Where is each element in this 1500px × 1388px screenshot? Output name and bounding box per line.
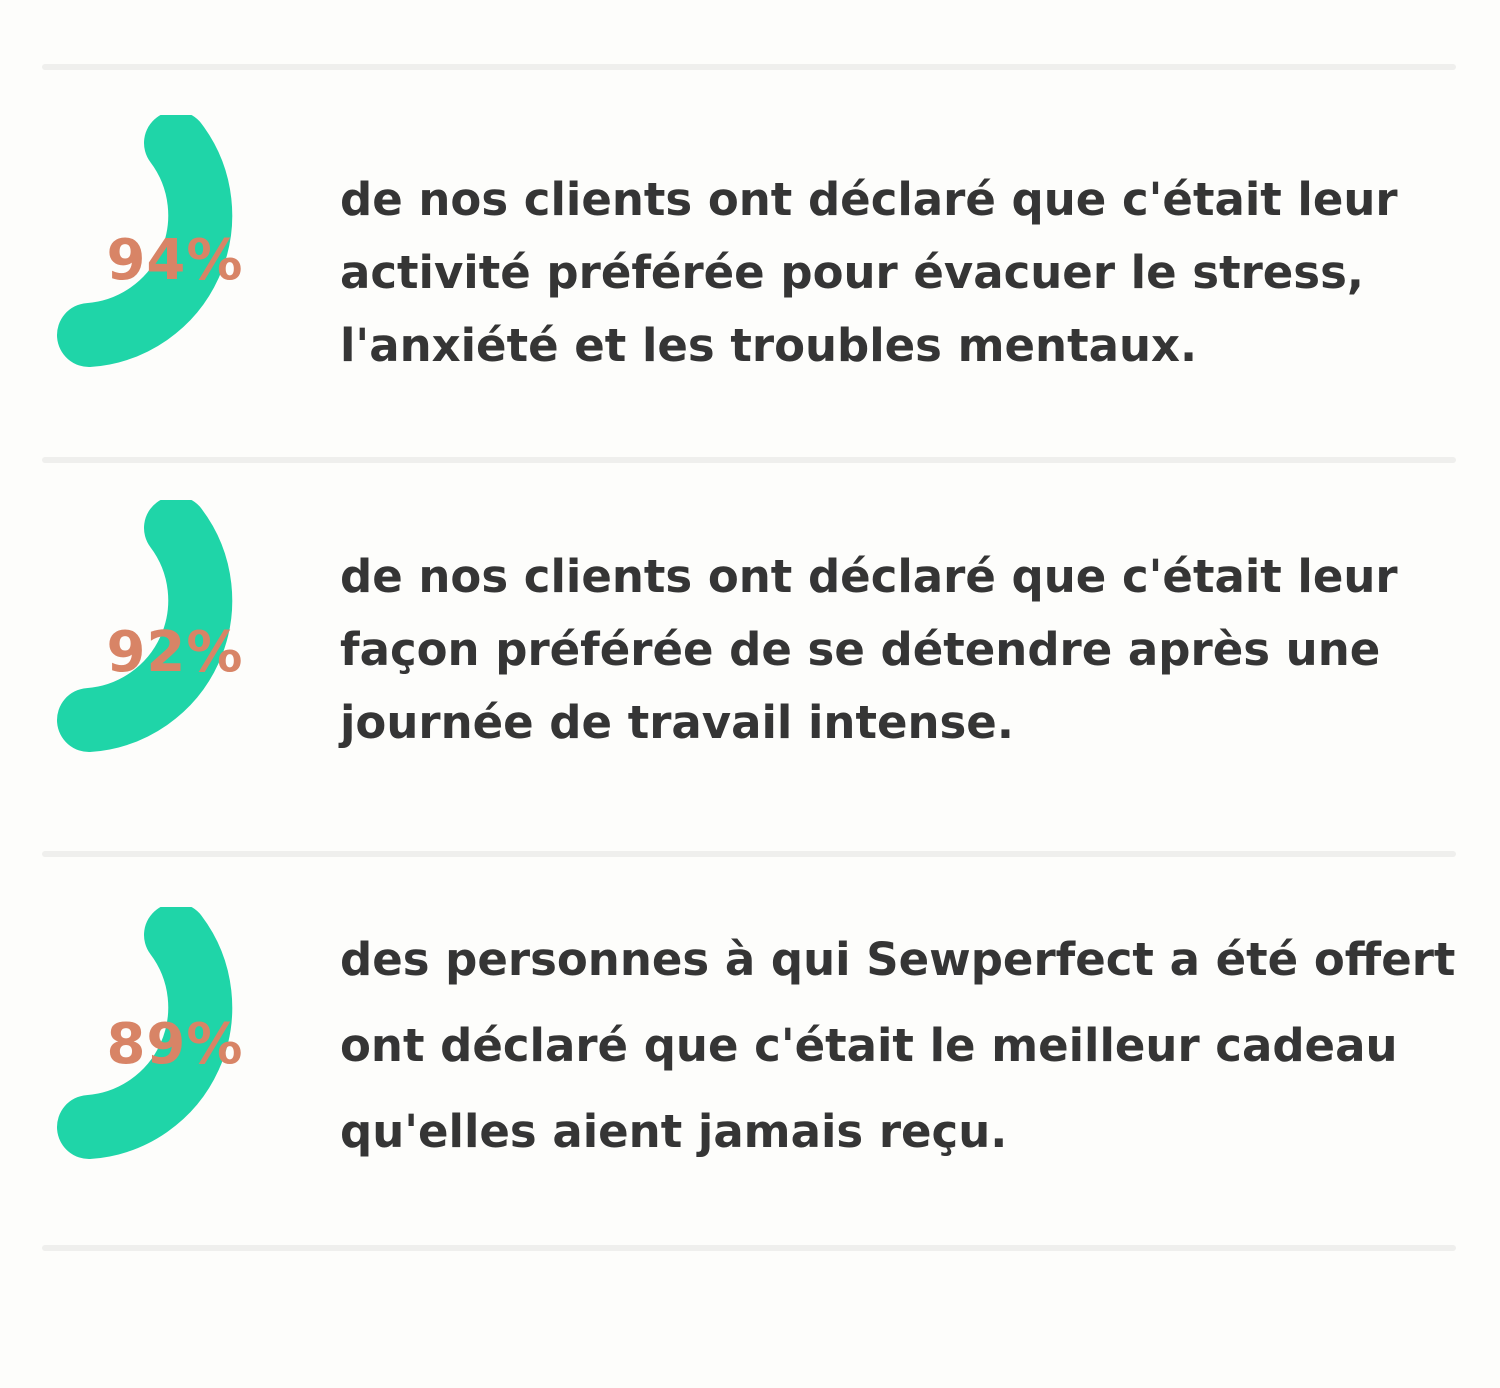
stat-description: de nos clients ont déclaré que c'était l…	[340, 540, 1460, 759]
progress-ring	[56, 500, 326, 800]
progress-ring-svg	[57, 115, 233, 367]
stat-description-line: qu'elles aient jamais reçu.	[340, 1105, 1008, 1158]
stat-description-line: des personnes à qui Sewperfect a été off…	[340, 933, 1456, 986]
stat-description-line: ont déclaré que c'était le meilleur cade…	[340, 1019, 1398, 1072]
stat-description-line: l'anxiété et les troubles mentaux.	[340, 319, 1198, 372]
divider-top	[42, 64, 1456, 70]
stat-description: des personnes à qui Sewperfect a été off…	[340, 917, 1460, 1175]
stat-percent: 92%	[106, 620, 244, 685]
stat-description: de nos clients ont déclaré que c'était l…	[340, 163, 1460, 382]
divider	[42, 457, 1456, 463]
stat-description-line: façon préférée de se détendre après une	[340, 623, 1381, 676]
stat-row-2: 92% de nos clients ont déclaré que c'éta…	[0, 500, 1500, 800]
stat-row-3: 89% des personnes à qui Sewperfect a été…	[0, 907, 1500, 1207]
progress-ring-arc	[57, 907, 233, 1159]
divider-bottom	[42, 1245, 1456, 1251]
progress-ring-svg	[57, 907, 233, 1159]
progress-ring	[56, 115, 326, 415]
progress-ring-svg	[57, 500, 233, 752]
progress-ring-arc	[57, 115, 233, 367]
stat-description-line: journée de travail intense.	[340, 696, 1014, 749]
stat-description-line: activité préférée pour évacuer le stress…	[340, 246, 1364, 299]
divider	[42, 851, 1456, 857]
progress-ring	[56, 907, 326, 1207]
progress-ring-arc	[57, 500, 233, 752]
stat-percent: 89%	[106, 1012, 244, 1077]
stat-description-line: de nos clients ont déclaré que c'était l…	[340, 173, 1398, 226]
stat-row-1: 94% de nos clients ont déclaré que c'éta…	[0, 115, 1500, 415]
stat-percent: 94%	[106, 228, 244, 293]
stat-description-line: de nos clients ont déclaré que c'était l…	[340, 550, 1398, 603]
